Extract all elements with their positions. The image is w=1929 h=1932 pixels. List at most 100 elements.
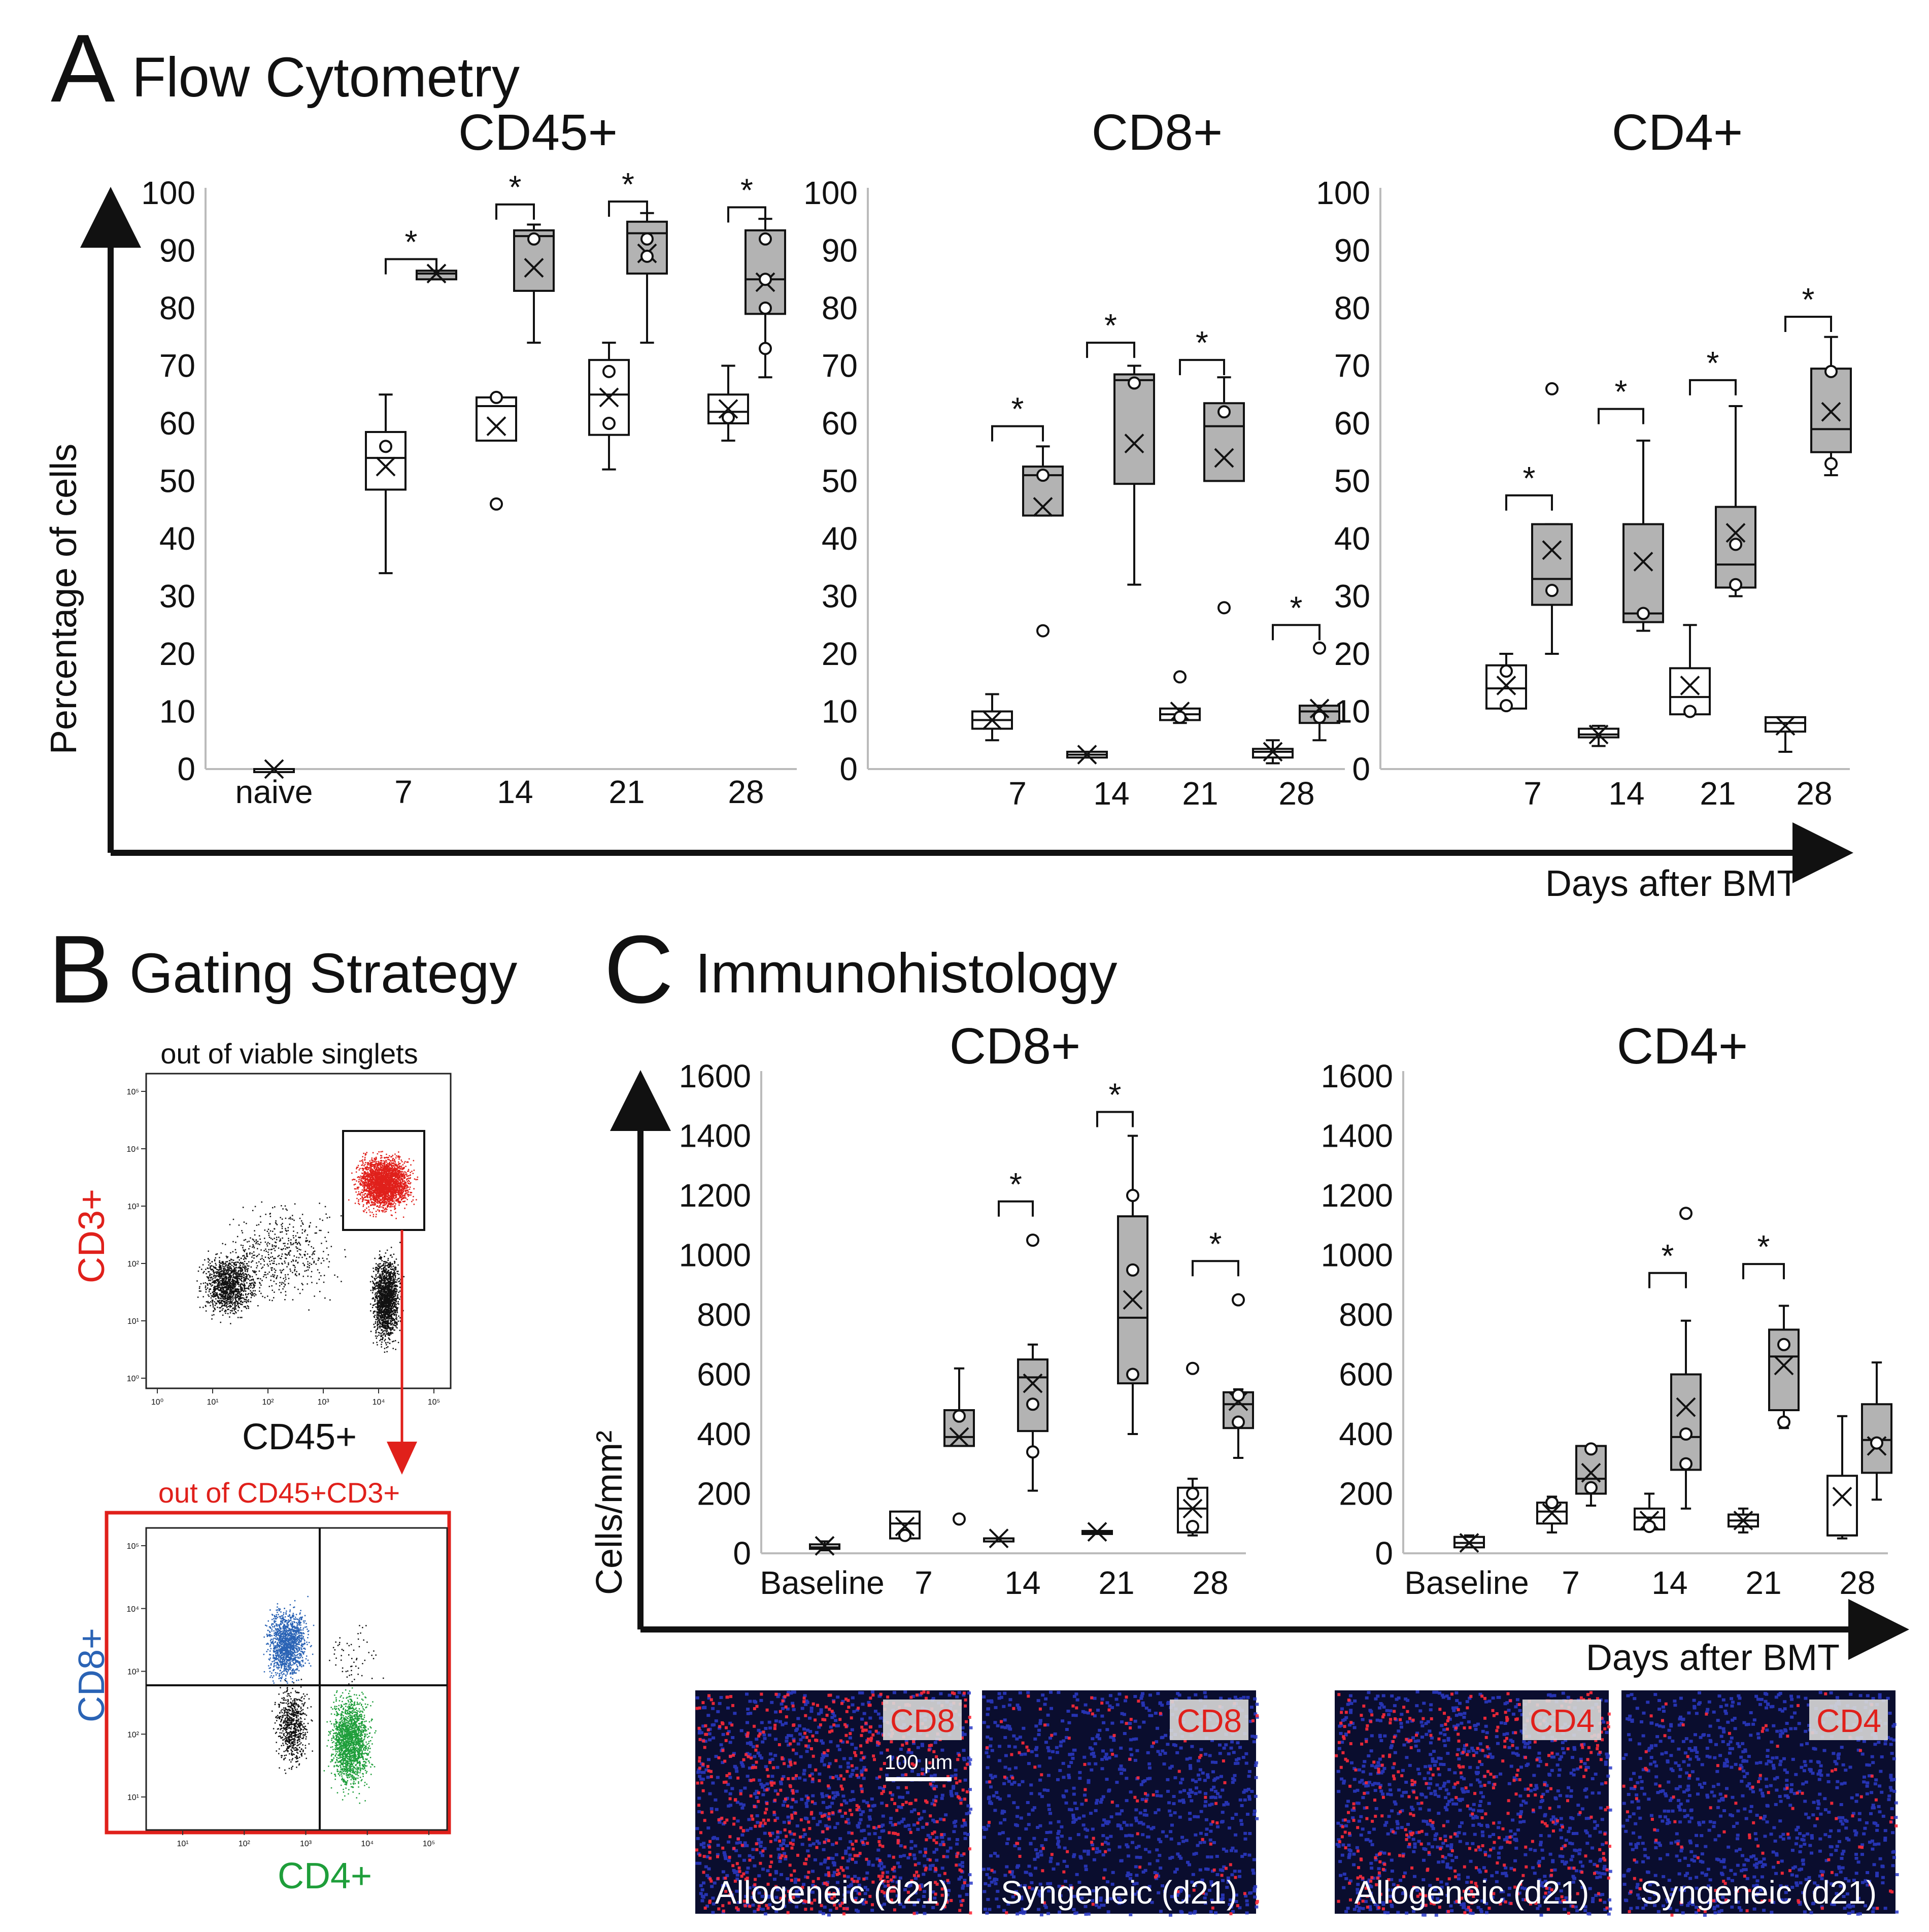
y-tick-label: 40 (159, 520, 195, 557)
x-tick-label: 14 (1608, 775, 1644, 812)
event-cloud (323, 1687, 377, 1804)
data-point (759, 273, 772, 286)
significance-star: * (740, 172, 753, 208)
y-tick-label: 80 (1334, 290, 1370, 326)
significance-bracket (1742, 1263, 1785, 1280)
data-point (1679, 1457, 1693, 1471)
y-log-tick-label: 10⁵ (127, 1088, 139, 1096)
mean-marker (1775, 716, 1796, 736)
significance-bracket (1505, 494, 1553, 511)
allogeneic-box (943, 1367, 975, 1526)
syngeneic-box (476, 390, 517, 511)
significance-star: * (1615, 374, 1628, 410)
x-tick-label: 21 (1745, 1564, 1781, 1601)
significance-bracket (495, 203, 535, 220)
marker-badge-bg (1522, 1700, 1601, 1740)
y-tick-label: 40 (822, 520, 858, 557)
syngeneic-box (1728, 1507, 1759, 1534)
data-point (1232, 1388, 1245, 1402)
y-tick-label: 90 (159, 232, 195, 269)
y-tick-label: 200 (1339, 1476, 1393, 1512)
marker-badge: CD4 (1530, 1703, 1595, 1739)
data-point (490, 497, 503, 511)
syngeneic-box (983, 1528, 1014, 1549)
cd4-flow-chart: CD4+ 0 10 20 30 40 50 60 70 80 90 100 7 14 21 28 * * * * (1316, 104, 1852, 812)
y-tick-label: 1200 (1321, 1177, 1393, 1214)
y-tick-label: 800 (697, 1296, 751, 1333)
data-point (1173, 670, 1187, 684)
x-tick-label: 28 (1796, 775, 1832, 812)
y-tick-label: 60 (159, 405, 195, 442)
cd3-cd45-gate (342, 1130, 425, 1231)
significance-bracket (991, 425, 1044, 442)
x-tick-label: 7 (394, 774, 413, 810)
x-tick-label: 14 (1093, 775, 1129, 812)
chart-title: CD45+ (458, 104, 618, 161)
mean-marker (1774, 1355, 1794, 1376)
data-point (1126, 1368, 1139, 1381)
allogeneic-box (1768, 1305, 1800, 1429)
x-log-tick-label: 10² (262, 1398, 274, 1407)
data-point (1217, 601, 1231, 615)
event-cloud (196, 1249, 263, 1324)
data-point (1777, 1415, 1790, 1429)
gate2-ticks: 10¹ 10² 10³ 10⁴ 10⁵ 10¹ 10² 10³ 10⁴ 10⁵ (126, 1542, 435, 1848)
y-tick-label: 1400 (679, 1118, 751, 1154)
gate1-dots (196, 1151, 419, 1353)
panel-a-x-label: Days after BMT (1545, 863, 1799, 904)
syngeneic-box (1578, 724, 1619, 747)
gate1-x-label: CD45+ (242, 1417, 357, 1457)
data-point (1545, 584, 1559, 597)
y-log-tick-label: 10² (127, 1730, 140, 1739)
marker-badge: CD4 (1816, 1703, 1881, 1739)
x-tick-label: 21 (1182, 775, 1218, 812)
gate1-ticks: 10⁰ 10¹ 10² 10³ 10⁴ 10⁵ 10⁰ 10¹ 10² 10³ 10⁴ 10⁵ (126, 1088, 440, 1407)
x-log-tick-label: 10³ (317, 1398, 329, 1407)
y-tick-label: 600 (697, 1356, 751, 1393)
data-point (953, 1409, 966, 1423)
x-tick-label: 7 (1008, 775, 1027, 812)
x-log-tick-label: 10³ (300, 1840, 312, 1848)
mean-marker (1124, 434, 1144, 454)
x-tick-label: 28 (1839, 1564, 1875, 1601)
y-tick-label: 10 (822, 693, 858, 730)
allogeneic-box (1113, 364, 1155, 586)
syngeneic-box (809, 1536, 840, 1556)
x-tick-label: naive (235, 774, 313, 810)
micrograph-row: CD8 Allogeneic (d21) 100 µm CD8 Syngeneic (d… (695, 1690, 1899, 1917)
x-tick-label: 21 (1098, 1564, 1134, 1601)
data-point (602, 364, 616, 378)
significance-bracket (727, 206, 766, 223)
y-tick-label: 50 (1334, 463, 1370, 499)
scale-bar-label: 100 µm (885, 1751, 953, 1774)
data-point (1313, 641, 1326, 655)
y-tick-label: 30 (1334, 578, 1370, 615)
data-point (1545, 382, 1559, 395)
data-point (1824, 364, 1838, 378)
data-point (379, 440, 392, 453)
allogeneic-box (744, 218, 786, 379)
significance-star: * (1011, 391, 1024, 427)
marker-badge-bg (1809, 1700, 1888, 1740)
y-tick-label: 0 (1352, 751, 1370, 787)
significance-bracket (385, 258, 437, 275)
box-iqr (626, 220, 668, 275)
x-log-tick-label: 10⁵ (428, 1398, 440, 1407)
cd8-flow-chart: CD8+ 0 10 20 30 40 50 60 70 80 90 100 7 14 21 28 * * * * (803, 104, 1345, 812)
cd45-flow-chart: CD45+ 0 10 20 30 40 50 60 70 80 90 100 naive 7 14 21 28 *… (141, 104, 797, 810)
significance-bracket (1689, 379, 1737, 395)
significance-star: * (1523, 460, 1536, 496)
y-tick-label: 60 (1334, 405, 1370, 442)
syngeneic-box (1765, 716, 1806, 753)
mean-marker (264, 759, 284, 779)
panel-b: B Gating Strategy out of viable singlets… (48, 916, 517, 1896)
syngeneic-box (1066, 745, 1108, 765)
y-tick-label: 50 (159, 463, 195, 499)
mean-marker (1821, 402, 1841, 422)
nuclei-stain (1335, 1690, 1612, 1917)
gate-arrow-head (387, 1442, 417, 1475)
nuclei-stain (1621, 1691, 1899, 1917)
mean-marker (599, 387, 619, 408)
mean-marker (1542, 1503, 1562, 1523)
syngeneic-box (588, 342, 630, 471)
